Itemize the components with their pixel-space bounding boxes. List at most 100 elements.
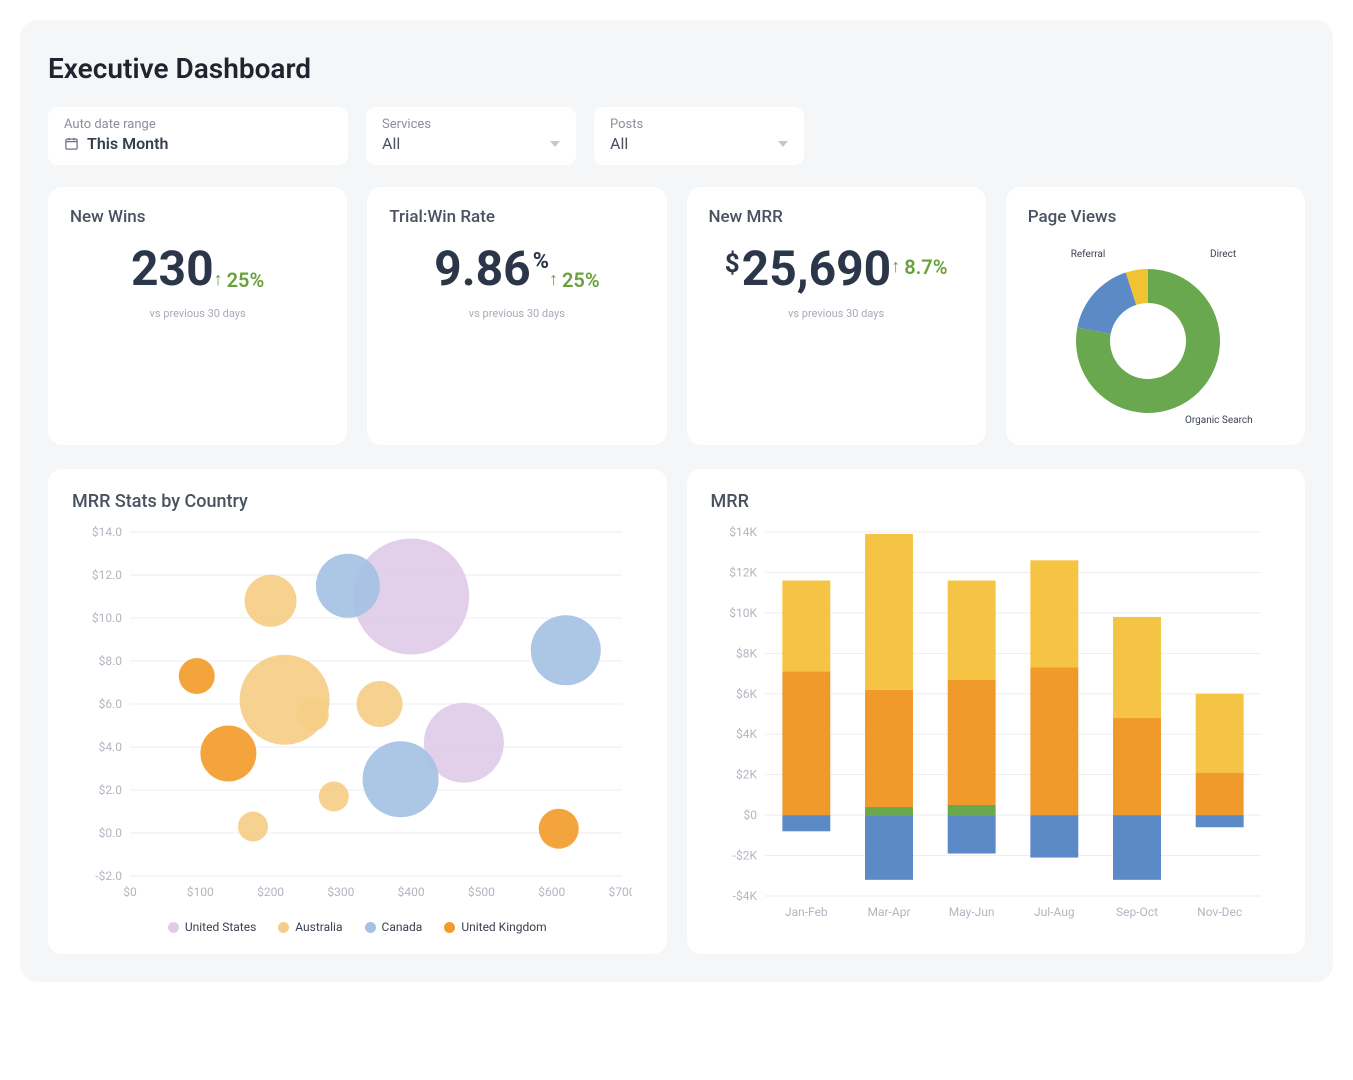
svg-text:Sep-Oct: Sep-Oct <box>1115 905 1157 919</box>
kpi-delta: ↑25% <box>214 268 265 292</box>
bar-segment <box>782 815 830 831</box>
svg-text:$10K: $10K <box>729 606 757 620</box>
bar-segment <box>1195 815 1243 827</box>
svg-text:$12.0: $12.0 <box>92 568 122 582</box>
bar-segment <box>947 581 995 680</box>
bar-segment <box>865 815 913 880</box>
svg-text:$600: $600 <box>538 885 565 899</box>
bubble-legend: United StatesAustraliaCanadaUnited Kingd… <box>72 920 643 934</box>
donut-label: Organic Search <box>1185 415 1253 425</box>
filter-bar: Auto date range This Month Services All … <box>48 107 1305 165</box>
kpi-card-new-wins: New Wins230↑25%vs previous 30 days <box>48 187 347 445</box>
bar-segment <box>1030 560 1078 667</box>
bar-segment <box>947 805 995 815</box>
bubble-point <box>363 741 439 817</box>
chevron-down-icon <box>550 141 560 147</box>
bubble-point <box>316 554 380 618</box>
svg-text:Jan-Feb: Jan-Feb <box>784 905 827 919</box>
legend-item: United Kingdom <box>444 920 546 934</box>
kpi-delta: ↑8.7% <box>891 255 947 279</box>
chart-row: MRR Stats by Country -$2.0$0.0$2.0$4.0$6… <box>48 469 1305 954</box>
svg-text:$14.0: $14.0 <box>92 526 122 539</box>
donut-slice <box>1078 273 1137 334</box>
dashboard-container: Executive Dashboard Auto date range This… <box>20 20 1333 982</box>
kpi-sub: vs previous 30 days <box>70 307 325 320</box>
svg-text:$10.0: $10.0 <box>92 611 122 625</box>
donut-chart: Organic Search Direct Referral <box>1040 245 1270 425</box>
kpi-row: New Wins230↑25%vs previous 30 days Trial… <box>48 187 1305 445</box>
kpi-value: $25,690 <box>725 245 891 293</box>
page-title: Executive Dashboard <box>48 52 1305 85</box>
bar-segment <box>1030 815 1078 857</box>
svg-text:$100: $100 <box>187 885 214 899</box>
svg-text:$700: $700 <box>609 885 632 899</box>
kpi-title: Page Views <box>1028 207 1283 227</box>
chart-title: MRR Stats by Country <box>72 491 643 512</box>
legend-swatch <box>278 922 289 933</box>
bar-segment <box>1195 694 1243 773</box>
bar-segment <box>865 807 913 815</box>
kpi-card-page-views: Page Views Organic Search Direct Referral <box>1006 187 1305 445</box>
kpi-title: New Wins <box>70 207 325 227</box>
svg-text:$8K: $8K <box>735 646 756 660</box>
filter-label: Services <box>382 117 560 132</box>
bar-segment <box>865 534 913 690</box>
bubble-point <box>238 812 268 842</box>
kpi-sub: vs previous 30 days <box>389 307 644 320</box>
arrow-up-icon: ↑ <box>214 271 223 289</box>
svg-text:May-Jun: May-Jun <box>948 905 994 919</box>
bar-segment <box>1113 815 1161 880</box>
legend-label: Canada <box>382 920 423 934</box>
svg-text:$2K: $2K <box>735 768 756 782</box>
chart-card-bar: MRR -$4K-$2K$0$2K$4K$6K$8K$10K$12K$14KJa… <box>687 469 1306 954</box>
legend-item: United States <box>168 920 256 934</box>
svg-text:$4.0: $4.0 <box>99 740 123 754</box>
bar-segment <box>1113 718 1161 815</box>
donut-label: Referral <box>1071 248 1106 260</box>
legend-swatch <box>168 922 179 933</box>
svg-text:$300: $300 <box>327 885 354 899</box>
svg-text:Mar-Apr: Mar-Apr <box>867 905 910 919</box>
bar-segment <box>1030 667 1078 815</box>
svg-text:$0.0: $0.0 <box>99 826 123 840</box>
legend-item: Canada <box>365 920 423 934</box>
bar-segment <box>865 690 913 807</box>
bubble-point <box>245 575 297 627</box>
filter-value: All <box>610 134 628 153</box>
svg-text:Jul-Aug: Jul-Aug <box>1034 905 1075 919</box>
bar-segment <box>947 815 995 853</box>
filter-services[interactable]: Services All <box>366 107 576 165</box>
svg-text:$500: $500 <box>468 885 495 899</box>
svg-text:$6.0: $6.0 <box>99 697 123 711</box>
kpi-sub: vs previous 30 days <box>709 307 964 320</box>
svg-text:Nov-Dec: Nov-Dec <box>1197 905 1242 919</box>
svg-text:$14K: $14K <box>729 526 757 539</box>
bubble-point <box>539 809 579 849</box>
bar-segment <box>1195 773 1243 815</box>
filter-date-range[interactable]: Auto date range This Month <box>48 107 348 165</box>
svg-text:$0: $0 <box>743 808 757 822</box>
bar-segment <box>782 672 830 816</box>
svg-text:$200: $200 <box>257 885 284 899</box>
bubble-point <box>357 681 403 727</box>
bubble-chart: -$2.0$0.0$2.0$4.0$6.0$8.0$10.0$12.0$14.0… <box>72 526 632 906</box>
svg-text:$4K: $4K <box>735 727 756 741</box>
svg-text:$0: $0 <box>123 885 137 899</box>
svg-text:-$4K: -$4K <box>732 889 757 903</box>
donut-label: Direct <box>1210 249 1236 260</box>
bar-segment <box>947 680 995 805</box>
filter-label: Auto date range <box>64 117 332 132</box>
kpi-card-trial-win-rate: Trial:Win Rate9.86%↑25%vs previous 30 da… <box>367 187 666 445</box>
chevron-down-icon <box>778 141 788 147</box>
kpi-delta: ↑25% <box>549 268 600 292</box>
bubble-point <box>319 781 349 811</box>
filter-posts[interactable]: Posts All <box>594 107 804 165</box>
svg-text:-$2.0: -$2.0 <box>95 869 122 883</box>
svg-text:$12K: $12K <box>729 565 757 579</box>
legend-swatch <box>365 922 376 933</box>
bar-segment <box>782 581 830 672</box>
svg-text:$400: $400 <box>398 885 425 899</box>
calendar-icon <box>64 136 79 151</box>
bubble-point <box>297 699 329 731</box>
legend-swatch <box>444 922 455 933</box>
